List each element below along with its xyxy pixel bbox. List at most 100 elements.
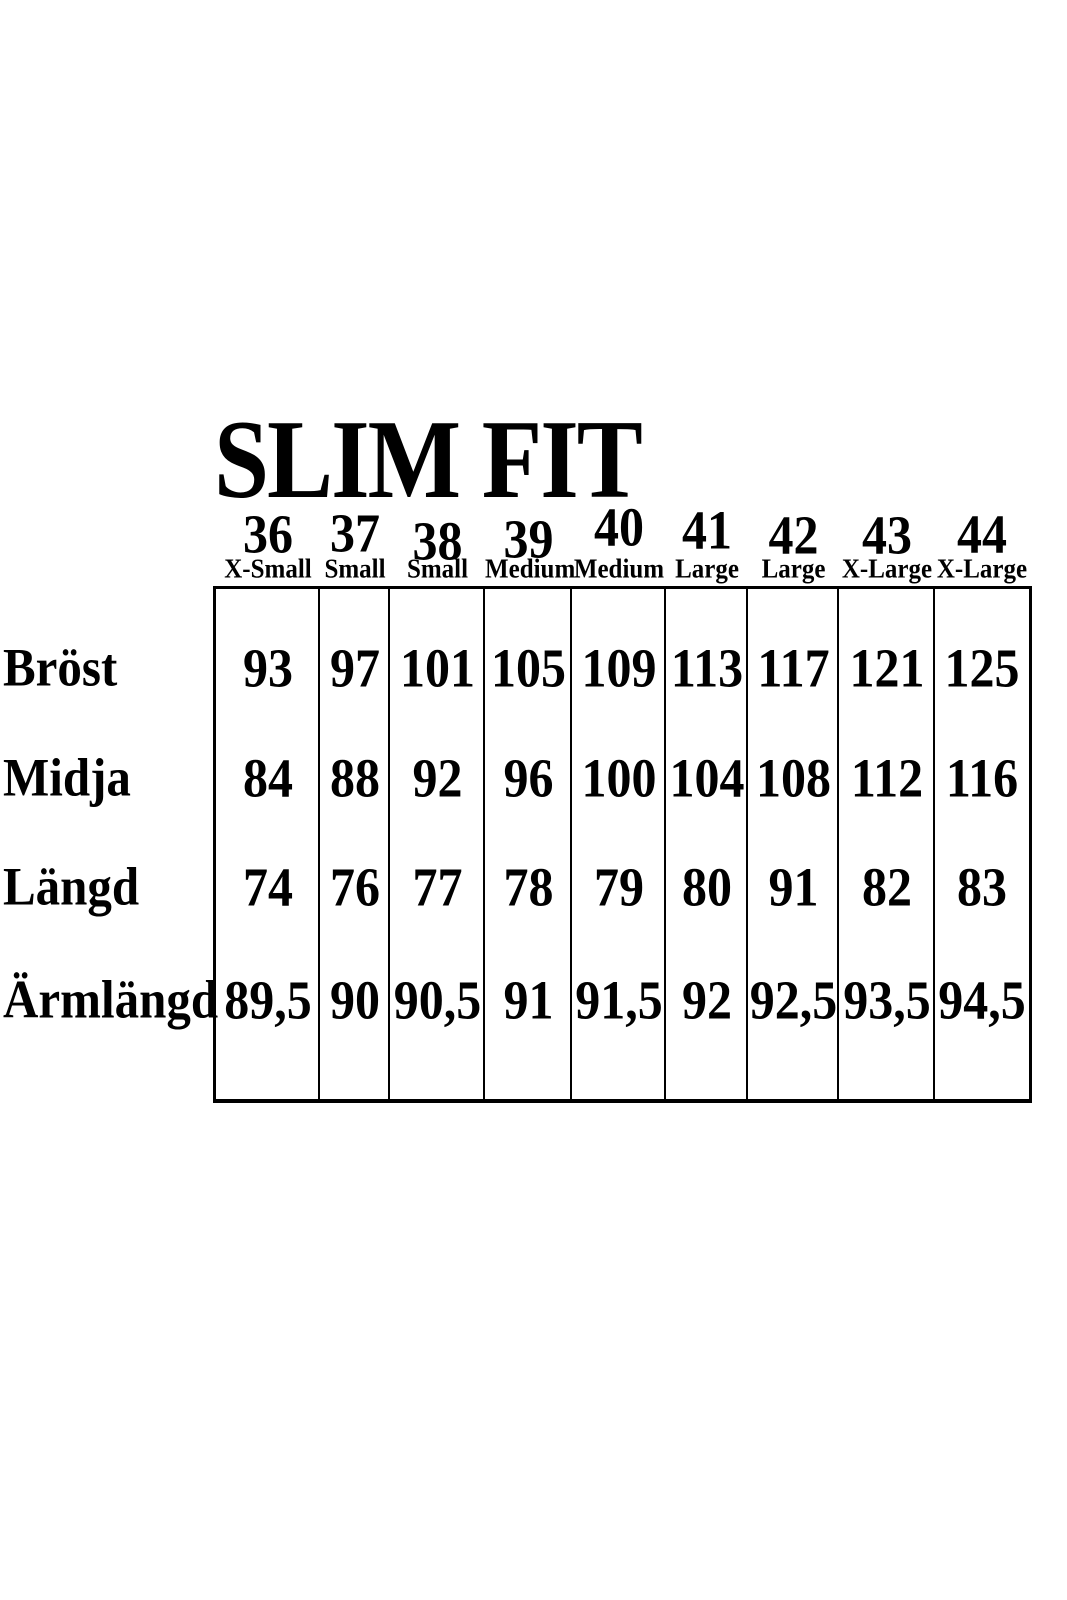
measurement-cell: 101 [390,637,485,699]
measurement-value: 92 [682,969,732,1031]
measurement-value: 125 [944,637,1020,699]
measurement-cell: 90,5 [390,969,485,1031]
grid-column [390,589,485,1099]
size-header-38: 38 [390,510,485,572]
measurement-value: 80 [682,856,732,918]
measurement-cell: 97 [320,637,390,699]
measurement-cell: 80 [666,856,748,918]
grid-column [216,589,320,1099]
measurement-value: 79 [594,856,644,918]
measurement-cell: 90 [320,969,390,1031]
fit-label: X-Large [841,554,933,585]
measurement-value: 83 [957,856,1007,918]
fit-label-cell: Small [390,555,485,585]
size-number: 42 [768,504,819,566]
fit-label-cell: Small [320,555,390,585]
row-header-brost: Bröst [3,637,118,698]
measurement-value: 92,5 [749,969,838,1031]
measurement-cell: 121 [839,637,935,699]
measurement-cell: 76 [320,856,390,918]
fit-label-cell: X-Large [935,554,1029,585]
measurement-cell: 100 [572,747,666,809]
fit-label-cell: Medium [572,554,666,585]
measurement-row-langd: 74 76 77 78 79 80 91 82 83 [216,856,1029,918]
page-title: SLIM FIT [214,399,643,522]
measurement-value: 109 [581,637,657,699]
row-header-text: Midja [3,747,131,808]
measurement-cell: 91 [485,969,572,1031]
measurement-cell: 105 [485,637,572,699]
fit-label-cell: Large [748,555,839,585]
fit-label-cell: X-Large [839,554,935,585]
row-header-text: Ärmlängd [3,969,219,1030]
size-header-42: 42 [748,504,839,566]
measurement-cell: 83 [935,856,1029,918]
measurement-value: 76 [330,856,380,918]
fit-label: X-Large [936,554,1028,585]
measurement-value: 113 [670,637,744,699]
measurement-value: 117 [757,637,830,699]
fit-header-row: X-Small Small Small Medium Medium Large … [216,554,1029,585]
size-header-40: 40 [572,496,666,558]
measurement-cell: 94,5 [935,969,1029,1031]
fit-label-cell: X-Small [216,554,320,585]
size-number: 44 [957,503,1007,565]
measurement-value: 93 [243,637,293,699]
measurement-value: 93,5 [843,969,931,1031]
fit-label: X-Small [224,554,312,585]
size-number: 39 [503,508,554,570]
measurement-value: 108 [756,747,831,809]
measurement-cell: 113 [666,637,748,699]
fit-label-cell: Large [666,555,748,585]
grid-column [666,589,748,1099]
table-grid [213,586,1032,1103]
measurement-value: 77 [412,856,463,918]
page-title-text: SLIM FIT [214,398,643,522]
measurement-cell: 82 [839,856,935,918]
measurement-value: 88 [330,747,380,809]
measurement-cell: 74 [216,856,320,918]
measurement-value: 105 [491,637,566,699]
measurement-value: 100 [581,747,657,809]
measurement-value: 90,5 [393,969,482,1031]
measurement-value: 121 [849,637,925,699]
fit-label: Medium [485,554,576,585]
measurement-cell: 77 [390,856,485,918]
measurement-cell: 117 [748,637,839,699]
measurement-cell: 88 [320,747,390,809]
size-number: 38 [412,510,463,572]
measurement-cell: 91,5 [572,969,666,1031]
measurement-cell: 125 [935,637,1029,699]
measurement-value: 92 [412,747,463,809]
measurement-value: 104 [669,747,745,809]
row-header-langd: Längd [3,856,140,917]
measurement-value: 96 [503,747,554,809]
measurement-cell: 96 [485,747,572,809]
size-header-41: 41 [666,499,748,561]
size-number: 37 [330,502,380,564]
size-header-36: 36 [216,503,320,565]
measurement-cell: 78 [485,856,572,918]
size-header-row: 36 37 38 39 40 41 42 43 44 [216,496,1029,572]
measurement-cell: 84 [216,747,320,809]
size-number: 43 [862,504,912,566]
measurement-cell: 93 [216,637,320,699]
measurement-cell: 109 [572,637,666,699]
row-header-armlangd: Ärmlängd [3,969,219,1030]
measurement-cell: 89,5 [216,969,320,1031]
grid-column [572,589,666,1099]
size-header-37: 37 [320,502,390,564]
measurement-value: 116 [945,747,1019,809]
measurement-cell: 108 [748,747,839,809]
measurement-cell: 93,5 [839,969,935,1031]
size-header-43: 43 [839,504,935,566]
row-header-text: Bröst [3,637,118,698]
row-header-midja: Midja [3,747,131,808]
measurement-value: 97 [330,637,380,699]
measurement-value: 78 [503,856,554,918]
measurement-value: 94,5 [938,969,1026,1031]
fit-label: Medium [573,554,665,585]
measurement-cell: 104 [666,747,748,809]
row-header-text: Längd [3,856,140,917]
